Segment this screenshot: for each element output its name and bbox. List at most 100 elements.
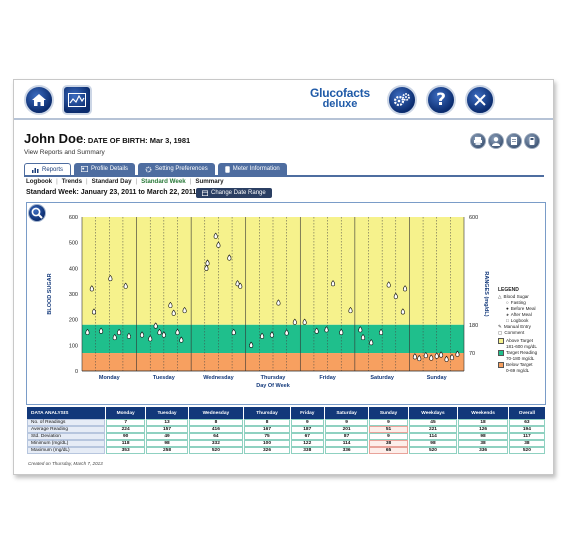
data-point [140, 331, 145, 338]
column-header: Weekdays [408, 407, 458, 419]
table-cell: 38 [369, 440, 408, 447]
meter-button[interactable] [524, 133, 540, 149]
print-button[interactable] [470, 133, 486, 149]
data-point [412, 353, 417, 360]
data-point [171, 309, 176, 316]
zoom-button[interactable] [28, 204, 46, 222]
subtab-summary[interactable]: Summary [195, 178, 224, 185]
column-header: Sunday [369, 407, 408, 419]
data-point [238, 282, 243, 289]
right-tick-label: 70 [469, 351, 475, 357]
table-cell: 416 [188, 426, 244, 433]
data-point [284, 329, 289, 336]
close-icon [474, 94, 486, 106]
table-cell: 114 [324, 440, 369, 447]
close-button[interactable] [465, 85, 495, 115]
table-cell: 98 [458, 433, 508, 440]
tab-setting-preferences[interactable]: Setting Preferences [138, 163, 215, 175]
export-button[interactable] [506, 133, 522, 149]
droplet-icon: △ [498, 294, 502, 299]
table-cell: 336 [458, 447, 508, 454]
data-point [292, 318, 297, 325]
legend-label: Blood Sugar [503, 294, 529, 299]
table-cell: 38 [508, 440, 545, 447]
top-toolbar: Glucofacts deluxe ? [14, 80, 553, 120]
data-point [400, 308, 405, 315]
subtab-trends[interactable]: Trends [61, 178, 83, 185]
data-point [455, 350, 460, 357]
app-window: Glucofacts deluxe ? John Doe: DATE OF BI… [13, 79, 554, 475]
data-point [168, 301, 173, 309]
reports-button[interactable] [62, 85, 92, 115]
data-point [204, 264, 209, 271]
data-point [276, 299, 281, 306]
x-tick-label: Thursday [261, 375, 287, 381]
data-point [429, 354, 434, 361]
data-point [216, 241, 221, 248]
chart-panel: 0 100 200 300 400 500 600 600 180 70 BLOOD SUGAR RA… [26, 202, 546, 405]
table-cell: 9 [290, 419, 324, 426]
table-cell: 187 [290, 426, 324, 433]
table-cell: 520 [188, 447, 244, 454]
data-point [182, 307, 187, 314]
data-point [99, 327, 104, 334]
table-cell: 338 [290, 447, 324, 454]
circle-icon: ○ [506, 300, 509, 305]
subtab-logbook[interactable]: Logbook [26, 178, 53, 185]
data-point [112, 333, 117, 341]
column-header: Monday [105, 407, 146, 419]
data-point [386, 281, 391, 288]
column-header: Thursday [244, 407, 290, 419]
table-cell: 126 [458, 426, 508, 433]
legend-label: Below Target [506, 362, 533, 367]
subtab-standard-day[interactable]: Standard Day [91, 178, 132, 185]
data-point [358, 326, 363, 333]
table-cell: 224 [105, 426, 146, 433]
above-target-swatch [498, 338, 504, 344]
home-button[interactable] [24, 85, 54, 115]
table-cell: 114 [408, 433, 458, 440]
brand-name: Glucofacts [309, 86, 371, 100]
table-row: Minimum (mg/dL) 118 98 332 100 122 114 38 98 38 38 [27, 440, 545, 447]
data-analysis-table: DATA ANALYSIS Monday Tuesday Wednesday Thurs… [26, 407, 546, 454]
settings-button[interactable] [387, 85, 417, 115]
brand-edition: deluxe [322, 98, 358, 110]
patient-button[interactable] [488, 133, 504, 149]
table-cell: 167 [244, 426, 290, 433]
change-date-range-button[interactable]: Change Date Range [196, 188, 272, 198]
table-row: Maximum (mg/dL) 353 258 520 326 338 336 65 520 33… [27, 447, 545, 454]
data-point [161, 331, 166, 338]
table-cell: 63 [508, 419, 545, 426]
x-tick-label: Tuesday [153, 375, 176, 381]
patient-header: John Doe: DATE OF BIRTH: Mar 3, 1981 Vie… [24, 130, 190, 156]
data-point [213, 232, 218, 239]
table-cell: 45 [408, 419, 458, 426]
table-cell: 117 [508, 433, 545, 440]
table-cell: 194 [508, 426, 545, 433]
x-tick-label: Saturday [370, 375, 394, 381]
table-cell: 64 [188, 433, 244, 440]
help-button[interactable]: ? [426, 85, 456, 115]
table-cell: 100 [244, 440, 290, 447]
table-cell: 65 [369, 447, 408, 454]
tab-reports[interactable]: Reports [24, 163, 72, 175]
tab-label: Profile Details [91, 166, 129, 172]
table-cell: 49 [146, 433, 188, 440]
legend-label: Above Target [506, 338, 533, 343]
x-axis-label: Day Of Week [256, 383, 290, 389]
legend-title: LEGEND [498, 287, 519, 293]
y-tick-label: 500 [69, 241, 78, 247]
legend-label: Logbook [510, 318, 529, 323]
tab-meter-information[interactable]: Meter Information [217, 163, 287, 175]
profile-card-icon [81, 166, 89, 172]
data-point [361, 333, 366, 341]
subtab-separator: | [189, 178, 192, 185]
table-cell: 221 [408, 426, 458, 433]
column-header: Saturday [324, 407, 369, 419]
table-cell: 326 [244, 447, 290, 454]
tab-profile-details[interactable]: Profile Details [74, 163, 136, 175]
x-tick-label: Friday [319, 375, 336, 381]
subtab-standard-week[interactable]: Standard Week [141, 178, 186, 185]
legend-before-meal: ● Before Meal [498, 306, 558, 312]
pencil-icon: ✎ [498, 324, 502, 329]
